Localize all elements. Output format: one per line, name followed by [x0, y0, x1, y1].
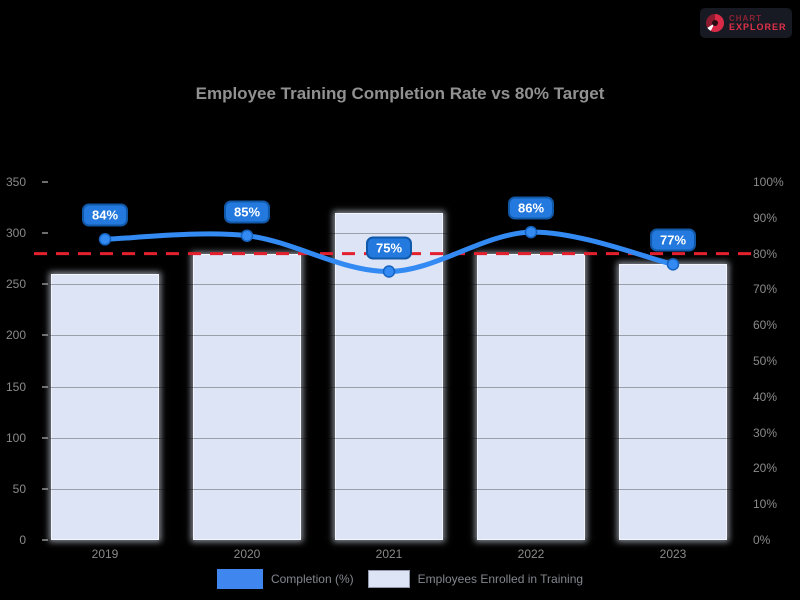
gridline: [50, 437, 746, 439]
y-axis-right-label: 50%: [753, 354, 778, 368]
y-axis-left-label: 150: [5, 379, 26, 394]
y-axis-left-tick: [42, 436, 48, 439]
gridline: [50, 284, 746, 286]
y-axis-right-label: 80%: [753, 246, 778, 261]
y-axis-right-label: 40%: [753, 389, 778, 404]
brand-logo: CHART EXPLORER: [700, 8, 792, 38]
y-axis-left-tick: [42, 283, 48, 286]
y-axis-left-tick: [42, 334, 48, 337]
y-axis-right-label: 30%: [753, 425, 778, 440]
y-axis-right-label: 20%: [753, 461, 778, 476]
brand-logo-icon: [706, 14, 724, 32]
data-point[interactable]: [98, 233, 112, 246]
legend-item[interactable]: Completion (%): [216, 569, 354, 589]
y-axis-left-label: 350: [5, 175, 26, 189]
gridline: [50, 182, 746, 183]
x-axis-label: 2020: [233, 547, 261, 561]
gridline: [50, 488, 746, 490]
legend-swatch-bar-series: [367, 570, 410, 588]
legend-item[interactable]: Employees Enrolled in Training: [367, 570, 584, 588]
legend-swatch-line-series: [216, 569, 263, 589]
brand-logo-line1: CHART: [729, 13, 762, 23]
y-axis-left-tick: [42, 385, 48, 388]
y-axis-right-label: 0%: [753, 533, 771, 547]
data-point[interactable]: [524, 225, 538, 239]
legend-label: Employees Enrolled in Training: [417, 572, 584, 586]
point-label-badge: 84%: [81, 203, 129, 227]
y-axis-left-label: 300: [5, 226, 26, 241]
gridline: [50, 335, 746, 337]
y-axis-left-label: 0: [19, 533, 26, 547]
y-axis-left-tick: [42, 181, 48, 183]
y-axis-left-label: 200: [5, 328, 26, 343]
legend: Completion (%) Employees Enrolled in Trai…: [0, 569, 800, 589]
legend-label: Completion (%): [270, 572, 354, 586]
data-point[interactable]: [382, 265, 396, 278]
gridline: [50, 233, 746, 235]
y-axis-right-label: 100%: [753, 175, 784, 189]
y-axis-right-label: 70%: [753, 282, 778, 297]
bar[interactable]: [193, 253, 301, 540]
y-axis-right-label: 90%: [753, 210, 778, 225]
y-axis-left-tick: [42, 487, 48, 490]
y-axis-left-label: 100: [5, 430, 26, 445]
gridline: [50, 386, 746, 388]
chart-title: Employee Training Completion Rate vs 80%…: [195, 84, 605, 103]
x-axis-label: 2022: [517, 547, 545, 561]
bar[interactable]: [477, 253, 585, 540]
x-axis-label: 2023: [659, 547, 687, 561]
y-axis-right-label: 60%: [753, 318, 778, 333]
y-axis-left-label: 50: [12, 481, 26, 496]
point-label-badge: 75%: [365, 236, 413, 259]
bar[interactable]: [619, 263, 727, 540]
data-point[interactable]: [666, 258, 680, 271]
point-label-badge: 77%: [649, 228, 697, 252]
data-point[interactable]: [240, 229, 254, 242]
x-axis-label: 2019: [91, 547, 119, 561]
x-axis-label: 2021: [375, 547, 403, 561]
y-axis-left-tick: [42, 232, 48, 235]
brand-logo-line2: EXPLORER: [729, 21, 787, 32]
y-axis-left-label: 250: [5, 277, 26, 292]
bar[interactable]: [51, 274, 159, 540]
y-axis-right-label: 10%: [753, 497, 778, 512]
y-axis-left-tick: [42, 539, 48, 541]
point-label-badge: 85%: [223, 200, 271, 224]
point-label-badge: 86%: [507, 196, 555, 220]
